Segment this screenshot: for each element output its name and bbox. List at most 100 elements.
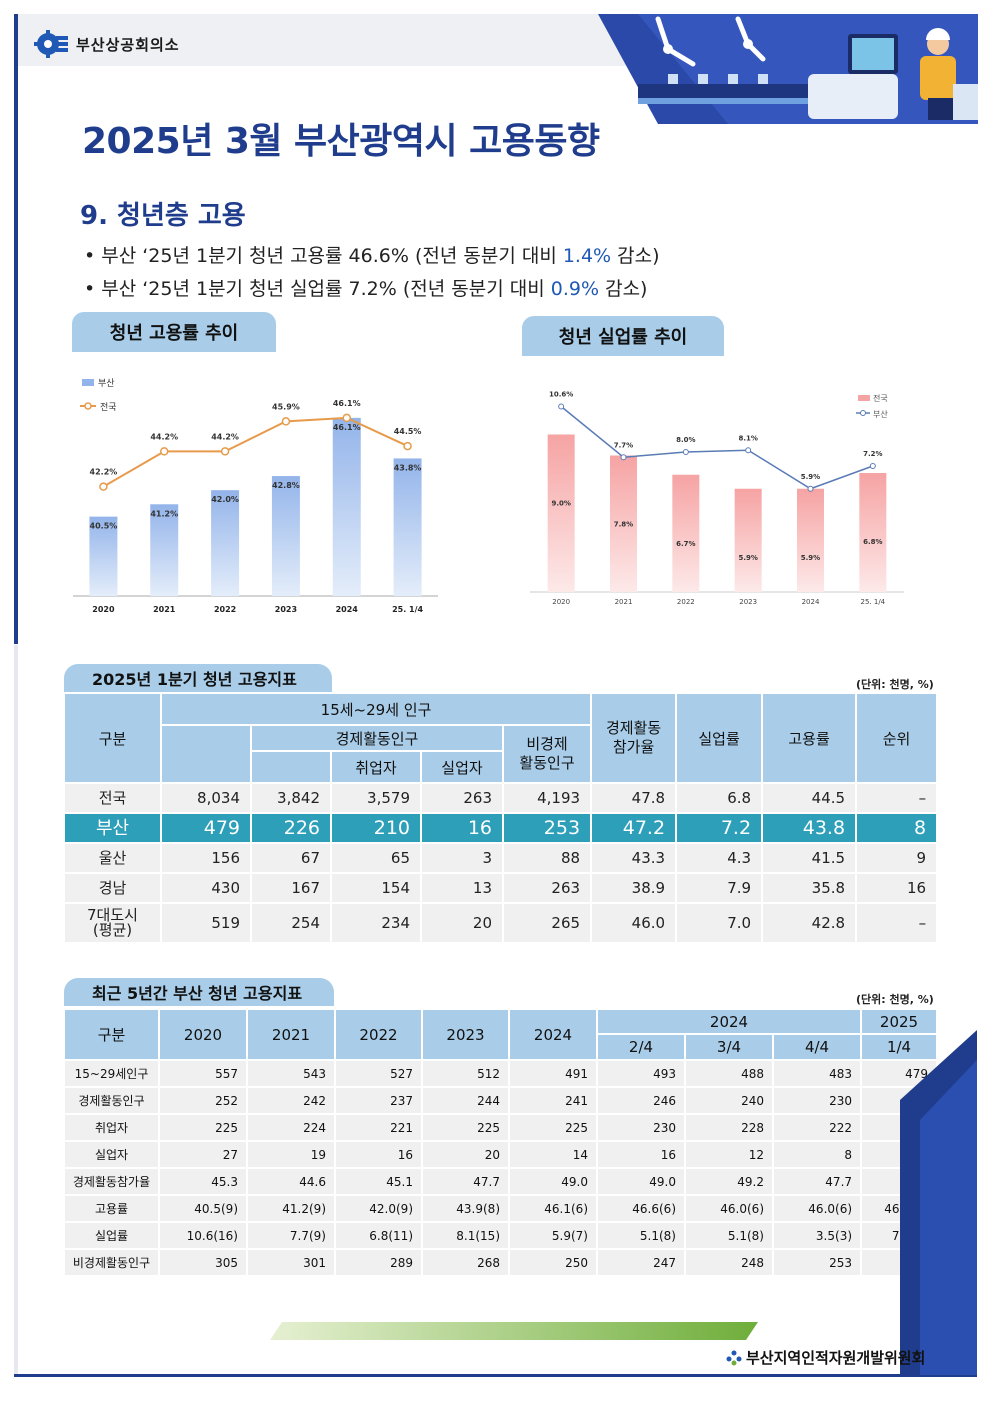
table-cell: 16 [596, 1140, 686, 1169]
table-cell: 225 [158, 1113, 248, 1142]
row-label: 전국 [63, 782, 162, 814]
table-cell: 7.9 [675, 872, 764, 904]
table-cell: 46.6(6) [596, 1194, 686, 1223]
x-tick-label: 2023 [739, 598, 757, 606]
table-cell: 42.0(9) [334, 1194, 423, 1223]
table-row: 고용률 40.5(9) 41.2(9) 42.0(9) 43.9(8) 46.1(6) 46… [63, 1194, 939, 1223]
header-2024: 2024 [595, 1008, 863, 1035]
row-label: 15~29세인구 [63, 1059, 160, 1088]
table-cell: 250 [508, 1248, 598, 1277]
bar-label: 42.8% [272, 481, 300, 490]
tab-employment-trend: 청년 고용률 추이 [72, 312, 276, 352]
point-label: 44.5% [394, 427, 422, 436]
table-cell: 13 [420, 872, 504, 904]
youth-employment-table: 구분 15세~29세 인구 경제활동 참가율 실업률 고용률 순위 경제활동인구… [63, 692, 939, 944]
header-rank: 순위 [855, 692, 939, 784]
summary-bullets: • 부산 ‘25년 1분기 청년 고용률 46.6% (전년 동분기 대비 1.… [84, 240, 660, 306]
point-national [220, 447, 230, 456]
bullet-highlight: 0.9% [550, 278, 600, 300]
table-cell: 20 [420, 902, 504, 944]
table-cell: 301 [246, 1248, 336, 1277]
table-cell: 167 [250, 872, 332, 904]
table-row: 비경제활동인구305301289268250247248253253 [63, 1248, 939, 1277]
header-quarter: 1/4 [860, 1033, 939, 1061]
table-cell: 41.2(9) [246, 1194, 336, 1223]
table-cell: 493 [596, 1059, 686, 1088]
x-tick-label: 25. 1/4 [861, 598, 886, 606]
table-cell: 40.5(9) [158, 1194, 248, 1223]
bar-busan [393, 458, 422, 596]
table-cell: 226 [250, 812, 332, 844]
table-cell: 9 [855, 842, 939, 874]
table-cell: 234 [330, 902, 422, 944]
table2-title: 최근 5년간 부산 청년 고용지표 [64, 978, 334, 1006]
bar-label: 42.0% [211, 495, 239, 504]
bar-label: 46.1% [333, 423, 361, 432]
point-national [281, 417, 291, 426]
bar-busan [150, 504, 179, 596]
table-cell: 543 [246, 1059, 336, 1088]
table-cell: 253 [771, 1248, 863, 1277]
header-year: 2021 [246, 1008, 336, 1061]
table-cell: 244 [421, 1086, 510, 1115]
table-cell: 263 [501, 872, 593, 904]
point-label: 8.0% [676, 436, 695, 444]
point-national [403, 441, 412, 451]
table-cell: 253 [501, 812, 593, 844]
bullet-text: 감소) [599, 278, 648, 300]
x-tick-label: 2024 [802, 598, 820, 606]
header-group: 구분 [63, 1008, 160, 1061]
table-cell: 7.0 [675, 902, 764, 944]
point-label: 5.9% [801, 473, 820, 481]
table-cell: 7.7(9) [246, 1221, 336, 1250]
legend-label: 부산 [98, 378, 115, 389]
table-cell: 430 [160, 872, 252, 904]
footer-org: 부산지역인적자원개발위원회 [726, 1347, 925, 1368]
table-cell: 65 [330, 842, 422, 874]
org-name: 부산상공회의소 [76, 35, 180, 54]
header-quarter: 3/4 [684, 1033, 774, 1061]
x-tick-label: 2022 [677, 598, 695, 606]
point-busan [807, 485, 814, 492]
row-label: 부산 [63, 812, 162, 844]
table-cell: 488 [684, 1059, 774, 1088]
point-busan [558, 403, 565, 410]
table-cell: 225 [421, 1113, 510, 1142]
bar-label: 6.7% [676, 540, 695, 548]
table-cell: 247 [596, 1248, 686, 1277]
table-row: 부산 479 226 210 16 253 47.2 7.2 43.8 8 [63, 812, 939, 844]
table-cell: 46.0(6) [684, 1194, 774, 1223]
point-national [99, 482, 108, 491]
legend-label: 전국 [100, 402, 117, 413]
header-employment-rate: 고용률 [761, 692, 858, 784]
table-cell: 42.8 [761, 902, 858, 944]
section-title: 9. 청년층 고용 [80, 201, 246, 231]
table-cell: 263 [420, 782, 504, 814]
x-tick-label: 2020 [552, 598, 570, 606]
bullet-unemployment: • 부산 ‘25년 1분기 청년 실업률 7.2% (전년 동분기 대비 0.9… [84, 273, 660, 306]
line-national [102, 416, 409, 488]
header-2025: 2025 [860, 1008, 939, 1035]
header-year: 2022 [334, 1008, 423, 1061]
table-cell: 47.2 [590, 812, 678, 844]
table1-title: 2025년 1분기 청년 고용지표 [64, 664, 332, 692]
x-tick-label: 2021 [615, 598, 633, 606]
table-cell: 16 [334, 1140, 423, 1169]
table-cell: 44.6 [246, 1167, 336, 1196]
table-cell: 38.9 [590, 872, 678, 904]
point-label: 45.9% [272, 402, 300, 411]
point-busan [869, 463, 876, 469]
table-cell: 67 [250, 842, 332, 874]
bar-busan [271, 476, 300, 596]
legend-marker [860, 410, 866, 416]
table-row: 경제활동참가율45.344.645.147.749.049.049.247.74… [63, 1167, 939, 1196]
table-cell: 5.9(7) [508, 1221, 598, 1250]
frame-left-bar-lower [14, 645, 18, 1375]
tab-unemployment-trend: 청년 실업률 추이 [522, 316, 724, 356]
x-tick-label: 2022 [214, 605, 236, 614]
bullet-employment: • 부산 ‘25년 1분기 청년 고용률 46.6% (전년 동분기 대비 1.… [84, 240, 660, 273]
table-cell: 491 [508, 1059, 598, 1088]
table-cell: 3 [420, 842, 504, 874]
